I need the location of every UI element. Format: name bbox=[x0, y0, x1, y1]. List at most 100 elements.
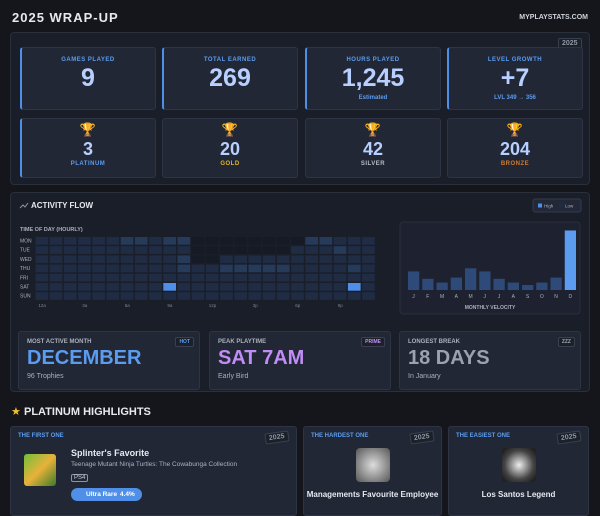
month-label: N bbox=[554, 294, 558, 300]
heat-cell bbox=[177, 237, 191, 245]
heat-cell bbox=[106, 292, 120, 300]
highlight-label: THE EASIEST ONE bbox=[456, 433, 511, 439]
heat-cell bbox=[92, 292, 105, 300]
heat-cell bbox=[163, 255, 176, 264]
heat-cell bbox=[262, 273, 276, 282]
legend-swatch bbox=[538, 203, 542, 208]
heat-cell bbox=[291, 237, 304, 245]
legend-label: High bbox=[544, 204, 554, 209]
heat-cell bbox=[134, 255, 148, 264]
row-label: THU bbox=[20, 266, 31, 272]
heat-cell bbox=[234, 237, 247, 245]
bar bbox=[522, 285, 534, 290]
heat-cell bbox=[291, 283, 304, 291]
insight-value: 18 DAYS bbox=[408, 347, 490, 369]
insight-value: DECEMBER bbox=[27, 347, 142, 369]
heat-cell bbox=[49, 255, 63, 264]
heat-cell bbox=[305, 292, 318, 300]
month-label: J bbox=[412, 294, 415, 300]
x-tick-label: 3p bbox=[253, 303, 259, 308]
insight-value: SAT 7AM bbox=[218, 347, 305, 369]
heat-cell bbox=[347, 273, 361, 282]
heat-cell bbox=[333, 237, 347, 245]
trophy-count: 204 bbox=[499, 139, 531, 159]
heat-cell bbox=[177, 255, 191, 264]
x-tick-label: 12a bbox=[38, 303, 46, 308]
heat-cell bbox=[106, 246, 120, 254]
activity-title: ACTIVITY FLOW bbox=[31, 201, 94, 210]
heat-cell bbox=[149, 292, 162, 300]
heat-cell bbox=[262, 292, 276, 300]
heat-cell bbox=[305, 283, 318, 291]
trophy-card bbox=[20, 118, 156, 178]
month-label: O bbox=[540, 294, 544, 300]
heat-cell bbox=[205, 273, 219, 282]
month-label: M bbox=[468, 294, 472, 300]
heat-cell bbox=[78, 237, 91, 245]
month-label: A bbox=[455, 294, 459, 300]
trophy-label: BRONZE bbox=[500, 161, 530, 167]
heat-cell bbox=[205, 264, 219, 273]
heat-cell bbox=[134, 264, 148, 273]
page: 2025 WRAP-UP MYPLAYSTATS.COM 2025 ACTIVI… bbox=[10, 10, 590, 516]
heat-cell bbox=[134, 283, 148, 291]
heat-cell bbox=[347, 237, 361, 245]
heat-cell bbox=[291, 273, 304, 282]
heat-cell bbox=[220, 255, 233, 264]
title: 2025 WRAP-UP bbox=[12, 10, 119, 25]
insight-note: 96 Trophies bbox=[27, 373, 64, 380]
heat-cell bbox=[134, 273, 148, 282]
heat-cell bbox=[35, 283, 49, 291]
heat-cell bbox=[262, 264, 276, 273]
heatmap-title: TIME OF DAY (HOURLY) bbox=[20, 227, 83, 233]
highlights-star: ★ bbox=[11, 406, 21, 418]
heat-cell bbox=[163, 273, 176, 282]
x-tick-label: 6a bbox=[125, 303, 131, 308]
heat-cell bbox=[63, 237, 77, 245]
heat-cell bbox=[191, 264, 205, 273]
heat-cell bbox=[191, 283, 205, 291]
trophy-count: 42 bbox=[362, 139, 384, 159]
heat-cell bbox=[276, 283, 290, 291]
trophy-label: PLATINUM bbox=[70, 161, 106, 167]
heat-cell bbox=[78, 255, 91, 264]
heat-cell bbox=[319, 237, 333, 245]
heat-cell bbox=[120, 246, 134, 254]
heat-cell bbox=[35, 273, 49, 282]
x-tick-label: 12p bbox=[209, 303, 217, 308]
heat-cell bbox=[234, 264, 247, 273]
month-label: S bbox=[526, 294, 530, 300]
trophy-label: SILVER bbox=[360, 161, 386, 167]
heat-cell bbox=[305, 273, 318, 282]
heat-cell bbox=[305, 246, 318, 254]
heat-cell bbox=[63, 246, 77, 254]
row-label: MON bbox=[20, 239, 32, 245]
stat-label: GAMES PLAYED bbox=[61, 57, 115, 63]
stat-label: HOURS PLAYED bbox=[346, 57, 400, 63]
heat-cell bbox=[319, 246, 333, 254]
heat-cell bbox=[191, 237, 205, 245]
heat-cell bbox=[362, 283, 375, 291]
heat-cell bbox=[220, 292, 233, 300]
heat-cell bbox=[92, 237, 105, 245]
heat-cell bbox=[92, 273, 105, 282]
game-icon bbox=[24, 454, 56, 486]
heat-cell bbox=[35, 264, 49, 273]
heat-cell bbox=[276, 255, 290, 264]
percent: 4.4% bbox=[120, 491, 135, 498]
heat-cell bbox=[49, 283, 63, 291]
heat-cell bbox=[276, 246, 290, 254]
heat-cell bbox=[205, 246, 219, 254]
stat-card bbox=[305, 47, 441, 110]
month-label: J bbox=[484, 294, 487, 300]
heat-cell bbox=[333, 255, 347, 264]
heat-cell bbox=[63, 283, 77, 291]
heat-cell bbox=[205, 255, 219, 264]
trophy-icon: 🏆 bbox=[364, 122, 382, 137]
heat-cell bbox=[347, 264, 361, 273]
heat-cell bbox=[63, 264, 77, 273]
trophy-icon: 🏆 bbox=[506, 122, 524, 137]
bar bbox=[507, 282, 519, 290]
heat-cell bbox=[78, 292, 91, 300]
heat-cell bbox=[149, 273, 162, 282]
